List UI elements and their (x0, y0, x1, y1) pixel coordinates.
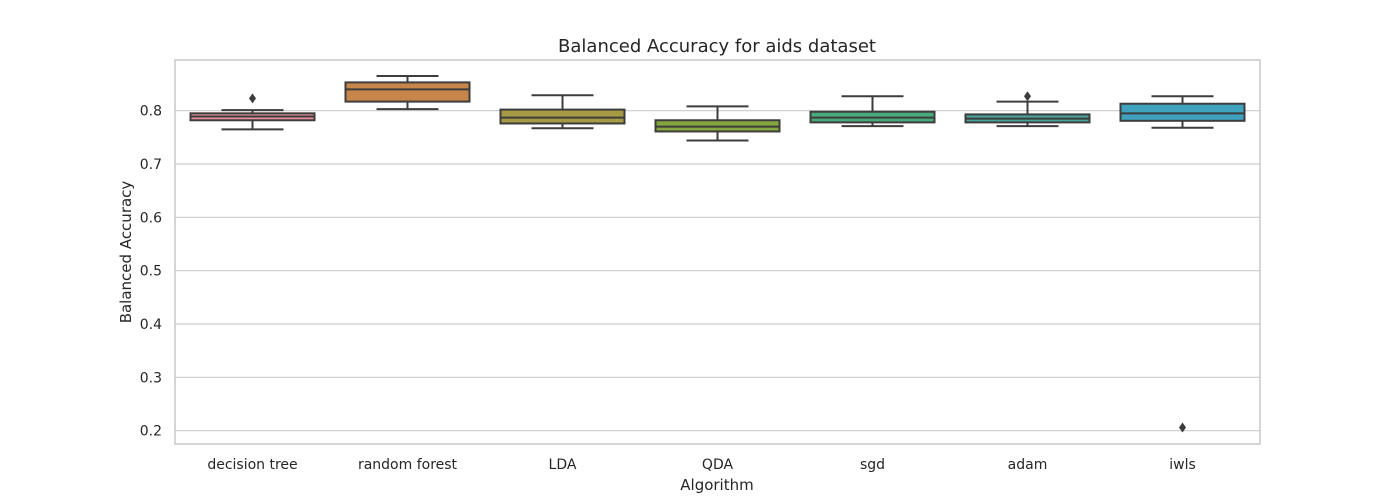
boxes (189, 75, 1246, 433)
y-tick-label: 0.7 (140, 157, 162, 173)
x-tick-label: LDA (549, 457, 577, 473)
y-tick-label: 0.2 (140, 424, 162, 440)
x-tick-label: sgd (860, 457, 885, 473)
y-axis-label: Balanced Accuracy (117, 181, 135, 324)
outlier-point (1024, 91, 1031, 102)
y-tick-label: 0.8 (140, 104, 162, 120)
box-decision-tree (189, 93, 316, 131)
tick-labels: 0.2 0.3 0.4 0.5 0.6 0.7 0.8 decision tree random… (140, 104, 1196, 473)
box-body (344, 81, 471, 103)
x-tick-label: QDA (702, 457, 734, 473)
plot-frame (174, 59, 1261, 445)
box-lda (499, 94, 626, 130)
x-tick-label: iwls (1169, 457, 1196, 473)
x-tick-label: decision tree (207, 457, 297, 473)
box-qda (654, 105, 781, 142)
x-axis-label: Algorithm (680, 476, 753, 494)
y-tick-label: 0.3 (140, 370, 162, 386)
y-tick-label: 0.5 (140, 264, 162, 280)
y-tick-label: 0.4 (140, 317, 162, 333)
y-tick-label: 0.6 (140, 210, 162, 226)
box-random-forest (344, 75, 471, 111)
gridlines (175, 110, 1260, 432)
box-body (1119, 102, 1246, 122)
chart-title: Balanced Accuracy for aids dataset (558, 36, 876, 57)
box-body (499, 108, 626, 125)
box-adam (964, 91, 1091, 128)
box-iwls (1119, 95, 1246, 433)
outlier-point (249, 93, 256, 104)
x-tick-label: random forest (358, 457, 458, 473)
outlier-point (1179, 422, 1186, 433)
box-sgd (809, 95, 936, 128)
x-tick-label: adam (1008, 457, 1048, 473)
